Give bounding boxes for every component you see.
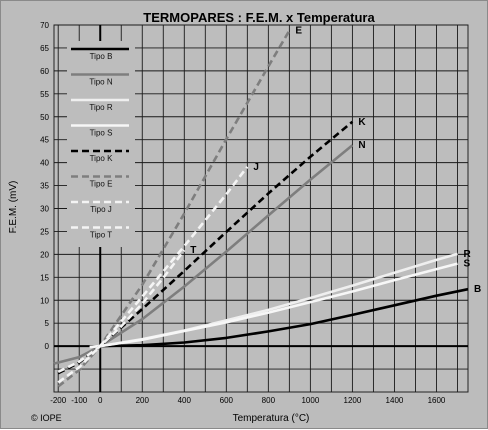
y-tick-label: 70 — [40, 21, 49, 30]
legend-label-t: Tipo T — [90, 231, 112, 240]
legend-label-s: Tipo S — [90, 129, 113, 138]
y-axis-ticks: 0 5 10 15 20 25 30 35 40 45 50 55 60 65 70 — [40, 21, 49, 351]
legend-label-n: Tipo N — [89, 78, 112, 87]
x-tick-label: 1600 — [428, 396, 446, 405]
y-tick-label: 5 — [45, 319, 50, 328]
curve-label-b: B — [474, 284, 481, 295]
series-line-k — [57, 120, 354, 375]
series-line-t — [57, 249, 186, 373]
series-line-n — [53, 144, 354, 365]
y-tick-label: 10 — [40, 296, 49, 305]
curve-label-s: S — [463, 259, 470, 270]
y-tick-label: 50 — [40, 113, 49, 122]
curve-label-r: R — [463, 249, 471, 260]
legend-label-j: Tipo J — [90, 205, 112, 214]
y-tick-label: 30 — [40, 205, 49, 214]
y-tick-label: 20 — [40, 250, 49, 259]
x-axis-label: Temperatura (°C) — [233, 413, 310, 424]
series-line-b — [100, 287, 469, 348]
chart-title: TERMOPARES : F.E.M. x Temperatura — [143, 10, 375, 25]
legend-label-r: Tipo R — [89, 103, 112, 112]
x-tick-label: 200 — [136, 396, 150, 405]
x-tick-label: 0 — [98, 396, 103, 405]
credit-text: © IOPE — [31, 413, 62, 423]
legend-label-b: Tipo B — [90, 52, 113, 61]
y-tick-label: 60 — [40, 67, 49, 76]
curve-label-n: N — [358, 140, 365, 151]
curve-label-k: K — [358, 117, 366, 128]
y-tick-label: 55 — [40, 90, 49, 99]
x-tick-label: -200 — [50, 396, 67, 405]
x-tick-label: 600 — [220, 396, 234, 405]
curve-label-j: J — [253, 162, 259, 173]
y-tick-label: 15 — [40, 273, 49, 282]
x-tick-label: 1000 — [301, 396, 319, 405]
x-tick-label: -100 — [71, 396, 88, 405]
series-line-j — [57, 166, 249, 384]
curve-label-e: E — [295, 26, 302, 37]
x-tick-label: 1400 — [386, 396, 404, 405]
legend-label-e: Tipo E — [90, 180, 113, 189]
curve-labels: B N RS K E J T — [190, 26, 481, 296]
x-tick-label: 800 — [262, 396, 276, 405]
series-lines — [53, 29, 469, 388]
series-line-s — [89, 262, 458, 349]
y-tick-label: 45 — [40, 136, 49, 145]
x-tick-label: 400 — [178, 396, 192, 405]
y-tick-label: 40 — [40, 159, 49, 168]
legend: Tipo B Tipo N Tipo R Tipo S Tipo K Tipo E Tipo… — [67, 41, 135, 247]
y-tick-label: 0 — [45, 342, 50, 351]
x-tick-label: 1200 — [344, 396, 362, 405]
curve-label-t: T — [190, 245, 196, 256]
x-axis-ticks: -200 -100 0 200 400 600 800 1000 1200 1400 1600 — [50, 396, 446, 405]
y-tick-label: 35 — [40, 182, 49, 191]
y-tick-label: 65 — [40, 44, 49, 53]
legend-label-k: Tipo K — [90, 154, 113, 163]
y-tick-label: 25 — [40, 227, 49, 236]
y-axis-label: F.E.M. (mV) — [8, 181, 19, 234]
